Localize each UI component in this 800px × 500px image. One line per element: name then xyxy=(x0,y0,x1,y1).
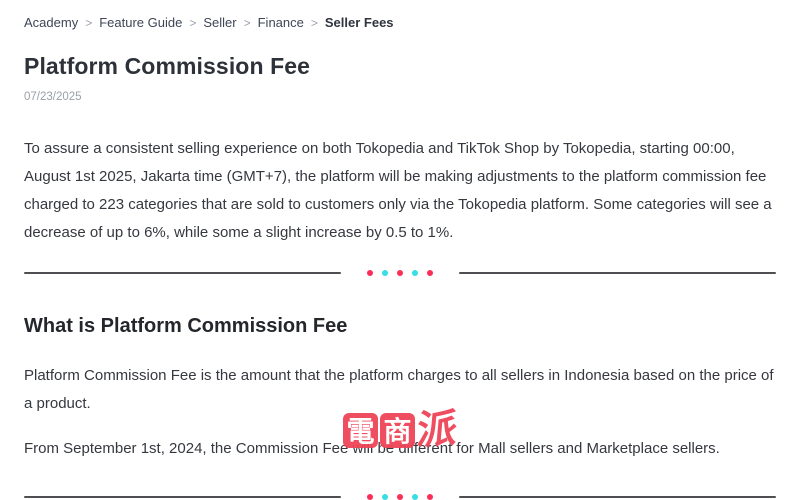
divider-dot xyxy=(427,270,433,276)
breadcrumb-separator-icon: > xyxy=(85,15,93,30)
section-paragraph: From September 1st, 2024, the Commission… xyxy=(24,440,720,457)
divider-dot xyxy=(427,494,433,500)
divider-line xyxy=(459,496,776,498)
divider-line xyxy=(24,496,341,498)
section-paragraph: Platform Commission Fee is the amount th… xyxy=(24,367,774,412)
section-heading: What is Platform Commission Fee xyxy=(24,315,348,337)
publish-date: 07/23/2025 xyxy=(24,91,82,103)
divider-dots xyxy=(367,270,433,276)
divider-line xyxy=(24,272,341,274)
section-divider xyxy=(24,270,776,276)
breadcrumb-separator-icon: > xyxy=(189,15,197,30)
page-title: Platform Commission Fee xyxy=(24,53,311,79)
divider-dot xyxy=(397,270,403,276)
divider-dot xyxy=(367,270,373,276)
divider-line xyxy=(459,272,776,274)
breadcrumb-item-finance[interactable]: Finance xyxy=(257,15,304,30)
divider-dot xyxy=(412,270,418,276)
divider-dots xyxy=(367,494,433,500)
breadcrumb-item-academy[interactable]: Academy xyxy=(24,15,79,30)
breadcrumb-separator-icon: > xyxy=(310,15,318,30)
intro-paragraph: To assure a consistent selling experienc… xyxy=(24,140,772,241)
breadcrumb-item-seller[interactable]: Seller xyxy=(203,15,237,30)
divider-dot xyxy=(397,494,403,500)
article-page: Academy > Feature Guide > Seller > Finan… xyxy=(24,0,776,500)
divider-dot xyxy=(412,494,418,500)
breadcrumb: Academy > Feature Guide > Seller > Finan… xyxy=(24,0,776,30)
breadcrumb-item-seller-fees: Seller Fees xyxy=(324,15,394,30)
breadcrumb-item-feature-guide[interactable]: Feature Guide xyxy=(99,15,183,30)
divider-dot xyxy=(367,494,373,500)
breadcrumb-separator-icon: > xyxy=(243,15,251,30)
section-divider xyxy=(24,494,776,500)
divider-dot xyxy=(382,270,388,276)
divider-dot xyxy=(382,494,388,500)
